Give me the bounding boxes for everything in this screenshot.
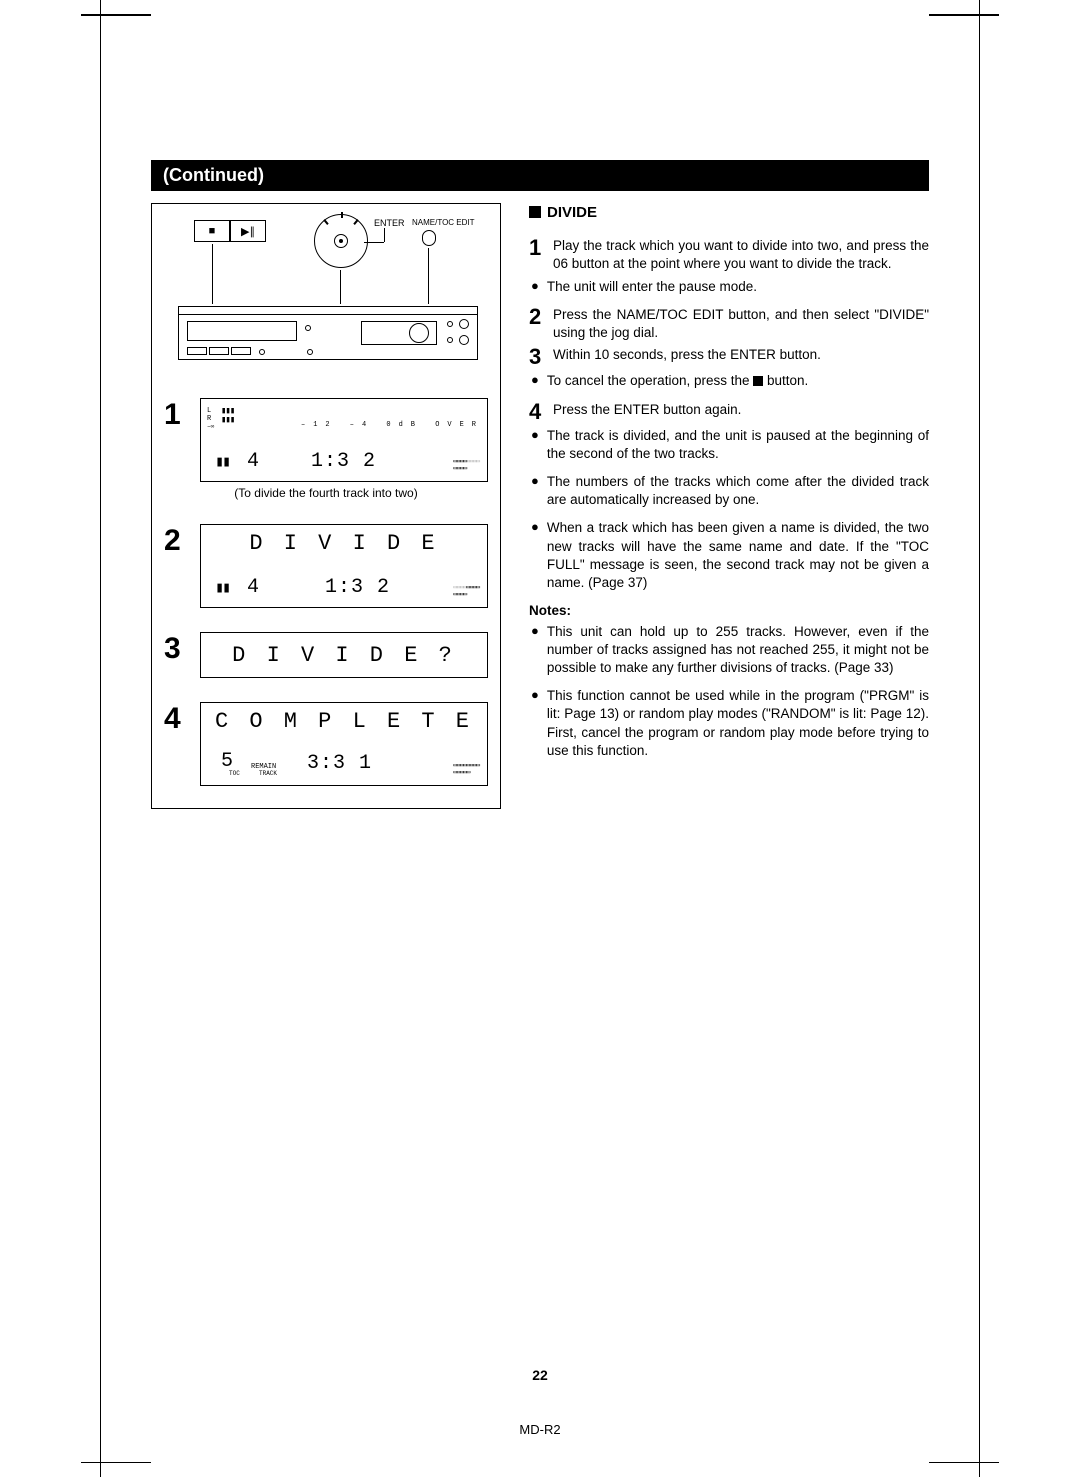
remote-buttons: ■ ▶∥	[194, 220, 266, 242]
page-frame: (Continued) ■ ▶∥ ENTER NAME/TOC EDIT	[100, 0, 980, 1477]
lcd-display-2: D I V I D E ▮▮ 4 1:3 2 ▭▭▭▭▭▭▭▭▭▭▭▭	[200, 524, 488, 608]
step-number: 2	[164, 524, 186, 558]
arrow-line	[364, 242, 384, 243]
arrow-line	[340, 270, 341, 304]
lcd-display-4: C O M P L E T E TOC TRACK 5 REMAIN 3:3 1…	[200, 702, 488, 786]
square-bullet-icon	[529, 206, 541, 218]
instruction-step: 2Press the NAME/TOC EDIT button, and the…	[529, 306, 929, 342]
lcd-display-1: LR–∞ ▮▮▮▮▮▮ –12 –4 0dB OVER ▮▮ 4 1:3 2 ▭…	[200, 398, 488, 482]
notes-header: Notes:	[529, 602, 929, 620]
nametoc-label: NAME/TOC EDIT	[412, 218, 475, 227]
step-number: 1	[164, 398, 186, 432]
arrow-line	[384, 228, 385, 242]
step-number: 3	[164, 632, 186, 666]
instruction-bullet: ●To cancel the operation, press the butt…	[531, 372, 929, 390]
instruction-step: 3Within 10 seconds, press the ENTER butt…	[529, 346, 929, 368]
step-number: 4	[164, 702, 186, 736]
diagram-step-4: 4 C O M P L E T E TOC TRACK 5 REMAIN 3:3…	[164, 702, 488, 786]
jog-dial-illus	[314, 214, 368, 268]
note-bullet: ●This function cannot be used while in t…	[531, 687, 929, 760]
crop-mark	[81, 14, 151, 16]
model-number: MD-R2	[101, 1422, 979, 1437]
stop-button-illus: ■	[194, 220, 230, 242]
page-number: 22	[101, 1367, 979, 1383]
note-bullet: ●This unit can hold up to 255 tracks. Ho…	[531, 623, 929, 678]
instruction-bullet: ●When a track which has been given a nam…	[531, 519, 929, 592]
instruction-step: 4Press the ENTER button again.	[529, 401, 929, 423]
text-column: DIVIDE 1Play the track which you want to…	[529, 203, 929, 809]
enter-label: ENTER	[374, 218, 405, 228]
crop-mark	[929, 14, 999, 16]
crop-mark	[929, 1462, 999, 1464]
nametoc-button-illus	[422, 230, 436, 246]
instruction-bullet: ●The track is divided, and the unit is p…	[531, 427, 929, 463]
content-row: ■ ▶∥ ENTER NAME/TOC EDIT	[151, 203, 929, 809]
pause-button-illus: ▶∥	[230, 220, 266, 242]
diagram-step-2: 2 D I V I D E ▮▮ 4 1:3 2 ▭▭▭▭▭▭▭▭▭▭▭▭	[164, 524, 488, 608]
step1-caption: (To divide the fourth track into two)	[164, 486, 488, 500]
diagram-step-3: 3 D I V I D E ?	[164, 632, 488, 678]
arrow-line	[428, 248, 429, 304]
deck-illus	[178, 306, 478, 360]
crop-mark	[81, 1462, 151, 1464]
lcd-display-3: D I V I D E ?	[200, 632, 488, 678]
continued-header: (Continued)	[151, 160, 929, 191]
arrow-line	[212, 244, 213, 304]
diagram-panel: ■ ▶∥ ENTER NAME/TOC EDIT	[151, 203, 501, 809]
instruction-step: 1Play the track which you want to divide…	[529, 237, 929, 273]
device-illustration: ■ ▶∥ ENTER NAME/TOC EDIT	[164, 214, 488, 374]
stop-icon	[753, 376, 763, 386]
diagram-step-1: 1 LR–∞ ▮▮▮▮▮▮ –12 –4 0dB OVER ▮▮ 4 1:3 2…	[164, 398, 488, 500]
instruction-bullet: ●The numbers of the tracks which come af…	[531, 473, 929, 509]
instruction-bullet: ●The unit will enter the pause mode.	[531, 278, 929, 296]
section-title: DIVIDE	[529, 203, 929, 223]
